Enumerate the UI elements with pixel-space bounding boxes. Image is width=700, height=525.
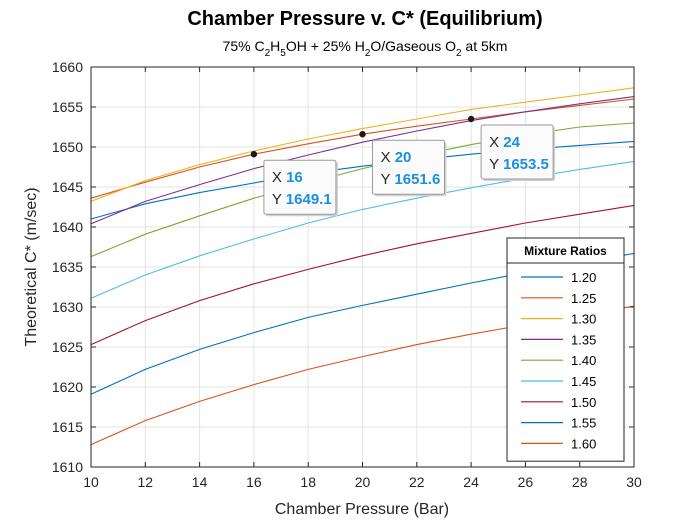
- legend[interactable]: Mixture Ratios 1.20 1.25 1.30 1.35 1.40 1.45 1.…: [506, 237, 625, 462]
- y-tick-label: 1655: [52, 99, 83, 115]
- datatip-x: X 24: [489, 134, 521, 151]
- subtitle-suffix: at 5km: [462, 38, 508, 54]
- datatip-marker[interactable]: [250, 151, 258, 158]
- x-tick-label: 22: [409, 474, 425, 490]
- chart-title: Chamber Pressure v. C* (Equilibrium): [187, 8, 542, 30]
- x-tick-label: 30: [626, 474, 642, 490]
- y-tick-label: 1620: [52, 379, 83, 395]
- legend-entry-label: 1.25: [571, 291, 596, 306]
- chart-subtitle: 75% C2H5OH + 25% H2O/Gaseous O2 at 5km: [223, 38, 508, 59]
- legend-entry-label: 1.50: [571, 395, 596, 410]
- subtitle-prefix: 75% C: [223, 38, 265, 54]
- subtitle-subscript-4: 2: [456, 48, 462, 59]
- x-tick-label: 20: [355, 474, 371, 490]
- subtitle-subscript-1: 2: [265, 48, 271, 59]
- y-tick-label: 1615: [52, 419, 83, 435]
- x-tick-label: 10: [83, 474, 99, 490]
- datatip-y: Y 1651.6: [381, 171, 441, 188]
- datatip-marker[interactable]: [467, 115, 475, 123]
- datatips: X 16 Y 1649.1 X 20 Y 1651.6 X 24 Y 1653.5: [250, 115, 556, 217]
- series-line-1-50[interactable]: [90, 204, 635, 346]
- y-tick-label: 1650: [52, 139, 83, 155]
- x-tick-label: 14: [192, 474, 208, 490]
- x-tick-label: 12: [138, 474, 154, 490]
- legend-entry-label: 1.40: [571, 353, 596, 368]
- subtitle-mid-2: OH + 25% H: [286, 38, 365, 54]
- subtitle-mid-1: H: [270, 38, 280, 54]
- datatip-y: Y 1653.5: [489, 156, 549, 173]
- legend-entry-label: 1.60: [571, 436, 596, 451]
- datatip-marker[interactable]: [359, 131, 366, 138]
- series-line-1-35[interactable]: [90, 96, 635, 225]
- y-axis-ticks: 1610 1615 1620 1625 1630 1635 1640 1645 1650 1655…: [52, 59, 634, 475]
- legend-entry-label: 1.20: [571, 270, 596, 285]
- datatip-box[interactable]: [372, 139, 445, 195]
- legend-entry-label: 1.35: [571, 332, 596, 347]
- y-tick-label: 1645: [52, 179, 83, 195]
- legend-entry-label: 1.45: [571, 374, 596, 389]
- datatip-x: X 16: [272, 169, 303, 186]
- x-tick-label: 18: [300, 474, 316, 490]
- y-tick-label: 1660: [52, 59, 83, 75]
- x-axis-ticks: 10 12 14 16 18 20 22 24 26 28 30: [83, 67, 642, 490]
- series-line-1-30[interactable]: [90, 87, 635, 202]
- x-tick-label: 28: [572, 474, 588, 490]
- y-tick-label: 1610: [52, 459, 83, 475]
- legend-title: Mixture Ratios: [524, 244, 607, 258]
- datatip-box[interactable]: [263, 159, 337, 215]
- legend-entry-label: 1.55: [571, 416, 596, 431]
- y-tick-label: 1640: [52, 219, 83, 235]
- y-axis-label: Theoretical C* (m/sec): [23, 187, 40, 346]
- datatip-x: X 20: [381, 149, 412, 166]
- subtitle-subscript-2: 5: [280, 48, 286, 59]
- legend-box: [506, 237, 625, 462]
- y-tick-label: 1630: [52, 299, 83, 315]
- x-tick-label: 26: [518, 474, 534, 490]
- x-axis-label: Chamber Pressure (Bar): [275, 501, 449, 518]
- x-tick-label: 24: [463, 474, 479, 490]
- x-tick-label: 16: [246, 474, 262, 490]
- y-tick-label: 1635: [52, 259, 83, 275]
- legend-entry-label: 1.30: [571, 312, 596, 327]
- datatip-box[interactable]: [480, 124, 554, 180]
- y-tick-label: 1625: [52, 339, 83, 355]
- datatip-y: Y 1649.1: [272, 191, 332, 208]
- subtitle-subscript-3: 2: [365, 48, 371, 59]
- subtitle-mid-3: O/Gaseous O: [370, 38, 456, 54]
